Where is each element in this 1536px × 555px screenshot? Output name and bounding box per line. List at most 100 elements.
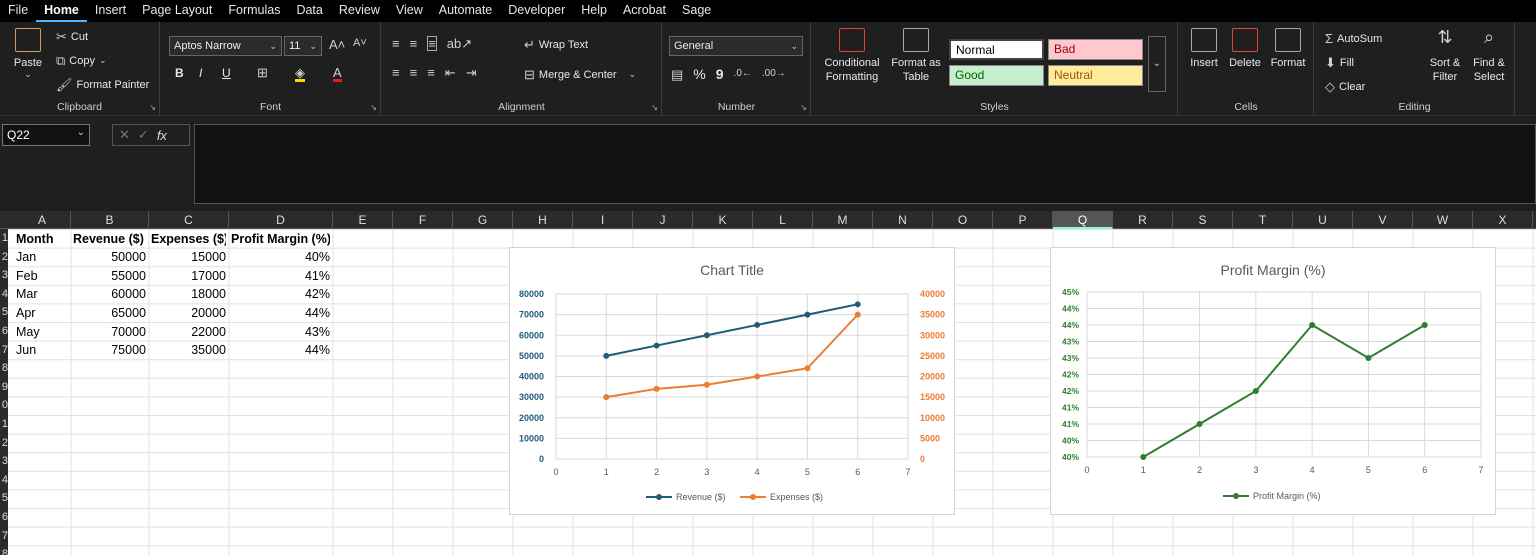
row-header[interactable]: 3 <box>1 269 8 282</box>
cell-a2[interactable]: Jan <box>16 250 37 265</box>
row-header[interactable]: 0 <box>1 399 8 412</box>
italic-button[interactable]: I <box>199 66 203 80</box>
style-bad[interactable]: Bad <box>1048 39 1143 60</box>
number-format-select[interactable]: General ⌄ <box>669 36 803 56</box>
cell-b1[interactable]: Revenue ($) <box>73 231 144 246</box>
sort-filter-button[interactable]: ⇅ Sort & Filter <box>1429 27 1461 83</box>
tab-automate[interactable]: Automate <box>438 3 493 17</box>
column-header-w[interactable]: W <box>1413 211 1473 229</box>
tab-file[interactable]: File <box>8 3 29 17</box>
style-good[interactable]: Good <box>949 65 1044 86</box>
wrap-text-button[interactable]: ↵ Wrap Text <box>524 37 589 52</box>
cell-a4[interactable]: Mar <box>16 287 38 302</box>
cell-b6[interactable]: 70000 <box>111 324 146 339</box>
cell-d1[interactable]: Profit Margin (%) <box>231 231 330 246</box>
column-header-s[interactable]: S <box>1173 211 1233 229</box>
formula-input[interactable] <box>194 124 1536 204</box>
column-header-m[interactable]: M <box>813 211 873 229</box>
tab-view[interactable]: View <box>395 3 423 17</box>
name-box[interactable]: Q22 ⌄ <box>2 124 90 146</box>
row-header[interactable]: 9 <box>1 380 8 393</box>
style-neutral[interactable]: Neutral <box>1048 65 1143 86</box>
cell-d6[interactable]: 43% <box>304 324 330 339</box>
format-painter-button[interactable]: 🖌 Format Painter <box>56 77 150 92</box>
tab-formulas[interactable]: Formulas <box>228 3 281 17</box>
row-header[interactable]: 6 <box>1 325 8 337</box>
underline-button[interactable]: U <box>222 66 231 80</box>
styles-more-button[interactable]: ⌄ <box>1148 36 1166 92</box>
autosum-button[interactable]: Σ AutoSum <box>1325 31 1383 46</box>
conditional-formatting-button[interactable]: Conditional Formatting <box>818 28 886 84</box>
percent-button[interactable]: % <box>693 66 706 82</box>
column-header-i[interactable]: I <box>573 211 633 229</box>
dialog-launcher-icon[interactable]: ↘ <box>149 103 156 112</box>
grow-font-button[interactable]: A˄ <box>329 38 345 51</box>
tab-sage[interactable]: Sage <box>682 3 712 17</box>
tab-insert[interactable]: Insert <box>94 3 127 17</box>
cell-d2[interactable]: 40% <box>304 250 330 265</box>
vertical-align-buttons[interactable]: ≡ ≡ ≡ ab↗ <box>392 36 472 51</box>
comma-button[interactable]: 9 <box>715 66 724 82</box>
row-header[interactable]: 7 <box>1 343 8 356</box>
cell-a5[interactable]: Apr <box>16 305 36 320</box>
tab-review[interactable]: Review <box>338 3 380 17</box>
enter-icon[interactable]: ✓ <box>137 127 149 142</box>
chart-title[interactable]: Profit Margin (%) <box>1220 262 1326 278</box>
cell-c2[interactable]: 15000 <box>191 250 226 265</box>
copy-button[interactable]: ⧉ Copy ⌄ <box>56 53 107 68</box>
font-size-select[interactable]: 11 ⌄ <box>284 36 322 56</box>
row-header[interactable]: 8 <box>1 548 8 555</box>
format-as-table-button[interactable]: Format as Table <box>888 28 944 84</box>
merge-center-button[interactable]: ⊟ Merge & Center ⌄ <box>524 67 637 82</box>
clear-button[interactable]: ◇ Clear <box>1325 79 1366 94</box>
column-header-g[interactable]: G <box>453 211 513 229</box>
number-format-buttons[interactable]: ▤% 9 .0← .00→ <box>671 66 786 82</box>
cell-a7[interactable]: Jun <box>16 343 37 358</box>
fill-color-button[interactable]: ◈ <box>295 66 305 82</box>
cell-a1[interactable]: Month <box>16 231 54 246</box>
row-header[interactable]: 3 <box>1 455 8 468</box>
column-header-t[interactable]: T <box>1233 211 1293 229</box>
column-header-d[interactable]: D <box>229 211 333 229</box>
row-header[interactable]: 5 <box>1 492 8 505</box>
tab-developer[interactable]: Developer <box>508 3 566 17</box>
cell-b2[interactable]: 50000 <box>111 250 146 265</box>
row-header[interactable]: 5 <box>1 306 8 319</box>
row-header[interactable]: 2 <box>1 436 8 449</box>
cell-d7[interactable]: 44% <box>304 343 330 358</box>
font-color-button[interactable]: A <box>333 66 342 82</box>
dialog-launcher-icon[interactable]: ↘ <box>651 103 658 112</box>
column-header-p[interactable]: P <box>993 211 1053 229</box>
borders-button[interactable]: ⊞ <box>257 66 268 79</box>
cut-button[interactable]: ✂ Cut <box>56 29 89 44</box>
tab-home[interactable]: Home <box>36 0 87 22</box>
column-header-u[interactable]: U <box>1293 211 1353 229</box>
column-header-b[interactable]: B <box>71 211 149 229</box>
cancel-icon[interactable]: ✕ <box>119 127 130 142</box>
font-name-select[interactable]: Aptos Narrow ⌄ <box>169 36 282 56</box>
column-header-r[interactable]: R <box>1113 211 1173 229</box>
cell-b4[interactable]: 60000 <box>111 287 146 302</box>
row-header[interactable]: 6 <box>1 511 8 523</box>
cell-d4[interactable]: 42% <box>304 287 330 302</box>
paste-button[interactable]: Paste ⌄ <box>8 28 48 79</box>
cell-c4[interactable]: 18000 <box>191 287 226 302</box>
insert-cells-button[interactable]: Insert <box>1185 28 1223 70</box>
column-header-a[interactable]: A <box>14 211 71 229</box>
cell-a3[interactable]: Feb <box>16 268 38 283</box>
tab-help[interactable]: Help <box>581 3 607 17</box>
cell-c1[interactable]: Expenses ($) <box>151 231 226 246</box>
column-header-q[interactable]: Q <box>1053 211 1113 229</box>
revenue-expenses-chart[interactable]: Chart Title 0 0 10000 5000 20000 10000 30000 15… <box>509 247 955 515</box>
chart-title[interactable]: Chart Title <box>700 262 764 278</box>
cell-d5[interactable]: 44% <box>304 305 330 320</box>
cell-c7[interactable]: 35000 <box>191 343 226 358</box>
column-header-c[interactable]: C <box>149 211 229 229</box>
delete-cells-button[interactable]: Delete <box>1225 28 1265 70</box>
row-header[interactable]: 7 <box>1 529 8 542</box>
row-header[interactable]: 8 <box>1 362 8 375</box>
row-header[interactable]: 4 <box>1 287 8 300</box>
column-header-e[interactable]: E <box>333 211 393 229</box>
horizontal-align-buttons[interactable]: ≡ ≡ ≡ ⇤ ⇥ <box>392 66 477 79</box>
